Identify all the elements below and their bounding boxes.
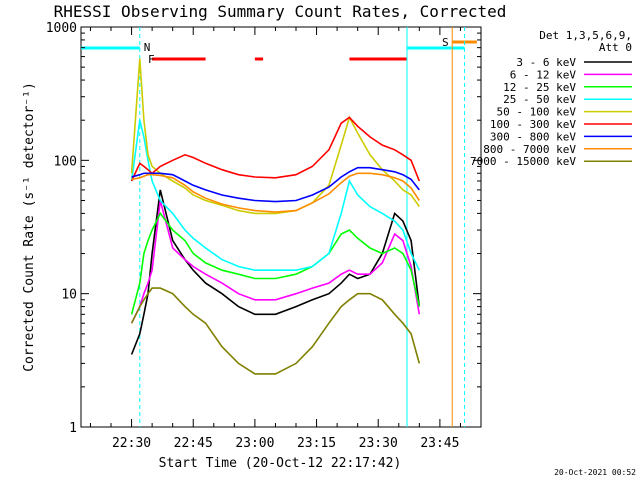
series-line-1 (130, 200, 421, 324)
night-flag-label: N (144, 41, 151, 54)
legend-label: 7000 - 15000 keV (470, 155, 576, 168)
flag-layer: NF S (81, 27, 477, 427)
x-tick-label: 23:45 (420, 436, 459, 451)
legend-header-line1: Det 1,3,5,6,9, (539, 29, 632, 42)
legend-label: 300 - 800 keV (490, 130, 576, 143)
legend-header-line2: Att 0 (599, 41, 632, 54)
y-axis-ticks: 1 10 100 1000 (46, 21, 481, 436)
y-tick-label: 10 (61, 288, 77, 303)
legend-label: 800 - 7000 keV (483, 143, 576, 156)
plot-area: NF S 1 10 100 1000 22:30 22:45 23:00 23:15 23:30… (46, 21, 482, 451)
series-line-3 (130, 120, 421, 272)
x-tick-label: 23:00 (235, 436, 274, 451)
legend-label: 6 - 12 keV (510, 68, 577, 81)
series-line-8 (130, 287, 421, 375)
series-line-0 (130, 189, 421, 355)
plot-frame (80, 26, 482, 428)
x-tick-label: 23:15 (297, 436, 336, 451)
x-axis-label: Start Time (20-Oct-12 22:17:42) (159, 456, 402, 471)
legend-label: 12 - 25 keV (503, 81, 576, 94)
series-line-7 (131, 172, 420, 213)
saa-flag-label: S (442, 36, 449, 49)
y-axis-label: Corrected Count Rate (s⁻¹ detector⁻¹) (22, 82, 37, 372)
series-line-4 (130, 58, 420, 215)
y-tick-label: 100 (54, 154, 77, 169)
chart-title: RHESSI Observing Summary Count Rates, Co… (54, 2, 507, 21)
series-line-6 (131, 166, 420, 203)
flare-flag-label: F (148, 53, 155, 66)
series-layer (130, 58, 421, 375)
y-tick-label: 1 (69, 421, 77, 436)
y-tick-label: 1000 (46, 21, 77, 36)
series-line-2 (130, 211, 421, 315)
legend-label: 100 - 300 keV (490, 118, 576, 131)
x-tick-label: 23:30 (359, 436, 398, 451)
x-axis-ticks: 22:30 22:45 23:00 23:15 23:30 23:45 (89, 27, 482, 451)
x-tick-label: 22:45 (174, 436, 213, 451)
series-line-5 (130, 116, 421, 182)
timestamp: 20-Oct-2021 00:52 (554, 468, 636, 477)
legend-label: 25 - 50 keV (503, 93, 576, 106)
x-tick-label: 22:30 (112, 436, 151, 451)
legend-label: 3 - 6 keV (516, 56, 576, 69)
legend-label: 50 - 100 keV (497, 106, 577, 119)
